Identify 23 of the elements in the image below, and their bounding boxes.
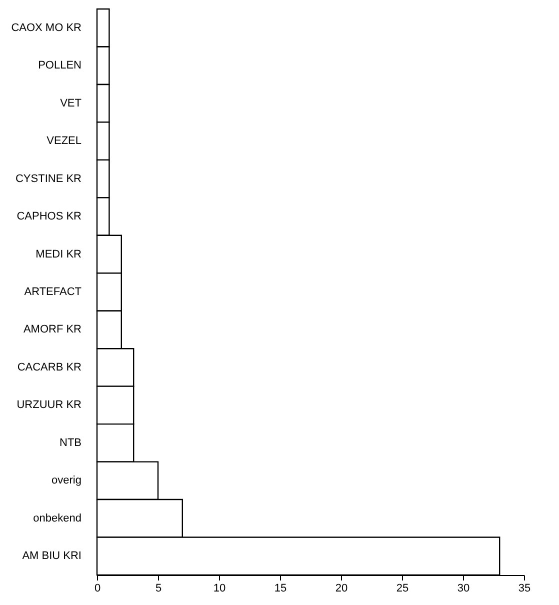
y-tick-label: POLLEN: [38, 60, 82, 72]
x-tick-label: 35: [518, 582, 531, 594]
x-tick-label: 25: [396, 582, 409, 594]
x-tick-label: 15: [274, 582, 287, 594]
x-tick-label: 20: [335, 582, 348, 594]
y-tick-label: AM BIU KRI: [22, 550, 82, 562]
y-tick-label: onbekend: [33, 512, 82, 524]
y-tick-label: MEDI KR: [36, 248, 82, 260]
y-tick-label: CYSTINE KR: [15, 172, 82, 185]
y-tick-label: NTB: [60, 436, 82, 449]
y-tick-label: VET: [60, 97, 82, 110]
x-tick-label: 10: [213, 582, 226, 594]
x-tick-label: 30: [457, 582, 470, 594]
y-tick-label: CAPHOS KR: [16, 210, 82, 223]
x-tick-label: 5: [155, 582, 162, 594]
y-tick-label: VEZEL: [46, 135, 82, 148]
y-tick-label: CAOX MO KR: [11, 22, 82, 34]
y-tick-label: CACARB KR: [17, 361, 82, 374]
y-tick-label: AMORF KR: [23, 324, 82, 336]
x-tick-label: 0: [94, 582, 101, 594]
y-tick-label: overig: [52, 474, 82, 487]
y-tick-label: URZUUR KR: [16, 399, 82, 412]
y-tick-label: ARTEFACT: [24, 286, 82, 298]
